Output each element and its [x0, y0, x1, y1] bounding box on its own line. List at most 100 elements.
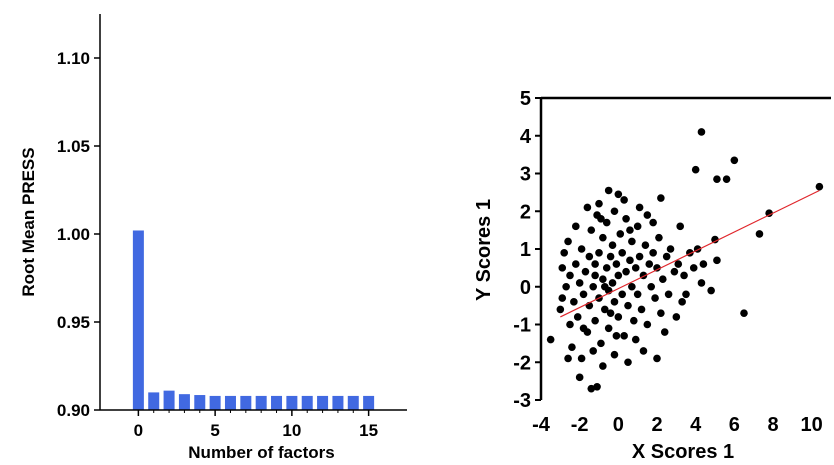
bar	[363, 395, 375, 410]
scatter-point	[579, 290, 588, 299]
press-bar-chart: 0.90 0.95 1.00 1.05 1.10 0 5 10 15 Number of fact…	[19, 14, 407, 462]
scatter-point	[651, 294, 659, 302]
scatter-point	[614, 190, 623, 199]
bar	[286, 395, 298, 410]
bar	[240, 395, 252, 410]
scatter-point	[765, 209, 773, 217]
scatter-point	[612, 260, 621, 268]
scatter-point	[660, 328, 669, 336]
bar	[209, 395, 221, 410]
scatter-point	[670, 267, 679, 276]
x-tick-label: 15	[359, 421, 378, 440]
scatter-point	[610, 298, 619, 306]
bar	[301, 395, 313, 410]
y-tick-label: 1	[520, 239, 531, 261]
scatter-point	[624, 301, 632, 310]
x-tick-label: 0	[134, 421, 143, 440]
scatter-point	[653, 354, 661, 363]
y-tick-label: 0.95	[57, 313, 90, 332]
x-tick-label: 10	[282, 421, 301, 440]
x-tick-label: -4	[532, 414, 551, 436]
scatter-point	[575, 373, 584, 382]
scatter-point	[573, 313, 582, 321]
scatter-point	[633, 222, 642, 231]
scatter-point	[566, 320, 574, 329]
scatter-point	[730, 156, 739, 165]
y-axis-title: Root Mean PRESS	[19, 147, 38, 296]
scatter-point	[643, 211, 652, 219]
scatter-point	[562, 282, 570, 291]
scatter-point	[628, 282, 636, 291]
scatter-point	[599, 362, 607, 370]
scatter-point	[626, 256, 634, 265]
scatter-point	[689, 264, 698, 272]
scatter-point	[637, 305, 646, 314]
scatter-point	[546, 335, 555, 344]
scatter-point	[618, 290, 626, 299]
scatter-point	[649, 218, 657, 227]
scatter-point	[682, 290, 690, 299]
y-tick-label: -2	[513, 352, 531, 374]
scatter-point	[657, 309, 665, 317]
scatter-point	[597, 339, 605, 348]
scatter-point	[631, 264, 640, 272]
scatter-point	[672, 313, 681, 321]
scatter-point	[564, 354, 572, 363]
bar	[255, 395, 267, 410]
y-tick-label: 0.90	[57, 401, 90, 420]
scatter-point	[628, 237, 636, 246]
scatter-point	[697, 128, 706, 136]
x-tick-label: 10	[801, 414, 823, 436]
scatter-point	[610, 207, 619, 216]
scatter-point	[591, 260, 599, 268]
scatter-point	[606, 309, 615, 317]
y-tick-label: 0	[520, 277, 531, 299]
scatter-point	[639, 347, 648, 355]
scatter-point	[622, 215, 630, 223]
scatter-point	[626, 226, 634, 234]
scatter-point	[591, 316, 599, 325]
scores-scatter-plot: -3 -2 -1 0 1 2 3 4 5 -4 -2 0 2 4 6 8 10 X Scores 1 Y Score…	[473, 88, 831, 463]
bar	[178, 394, 190, 410]
scatter-point	[635, 203, 644, 212]
scatter-point	[624, 358, 632, 367]
scatter-point	[740, 309, 748, 317]
scatter-point	[589, 347, 597, 355]
scatter-point	[678, 298, 686, 306]
scatter-point	[610, 350, 619, 359]
scatter-point	[570, 298, 578, 306]
scatter-point	[662, 252, 671, 261]
scatter-point	[572, 222, 580, 231]
scatter-point	[657, 194, 665, 202]
fit-line	[560, 189, 820, 318]
y-tick-label: 1.00	[57, 225, 90, 244]
x-tick-label: 4	[690, 414, 702, 436]
scatter-point	[618, 248, 626, 257]
scatter-point	[583, 203, 592, 212]
scatter-point	[713, 256, 721, 265]
x-axis-title: X Scores 1	[632, 441, 734, 463]
bar	[271, 395, 283, 410]
scatter-point	[597, 215, 605, 223]
scatter-point	[622, 267, 630, 276]
scatter-point	[601, 305, 609, 314]
scatter-point	[655, 233, 663, 242]
scatter-point	[602, 218, 611, 227]
y-tick-label: -1	[513, 315, 531, 337]
y-tick-label: -3	[513, 390, 531, 412]
scatter-point	[620, 196, 628, 204]
scatter-point	[595, 248, 603, 257]
scatter-point	[601, 282, 609, 291]
y-axis-title: Y Scores 1	[473, 199, 495, 301]
scatter-point	[620, 332, 628, 340]
scatter-point	[614, 313, 623, 321]
y-tick-label: 1.10	[57, 49, 90, 68]
scatter-point	[643, 320, 652, 329]
scatter-point	[653, 264, 661, 272]
scatter-point	[566, 271, 574, 280]
scatter-point	[614, 271, 623, 280]
y-tick-label: 1.05	[57, 137, 90, 156]
x-tick-label: 8	[767, 414, 778, 436]
scatter-point	[633, 290, 642, 299]
scatter-point	[581, 267, 590, 276]
